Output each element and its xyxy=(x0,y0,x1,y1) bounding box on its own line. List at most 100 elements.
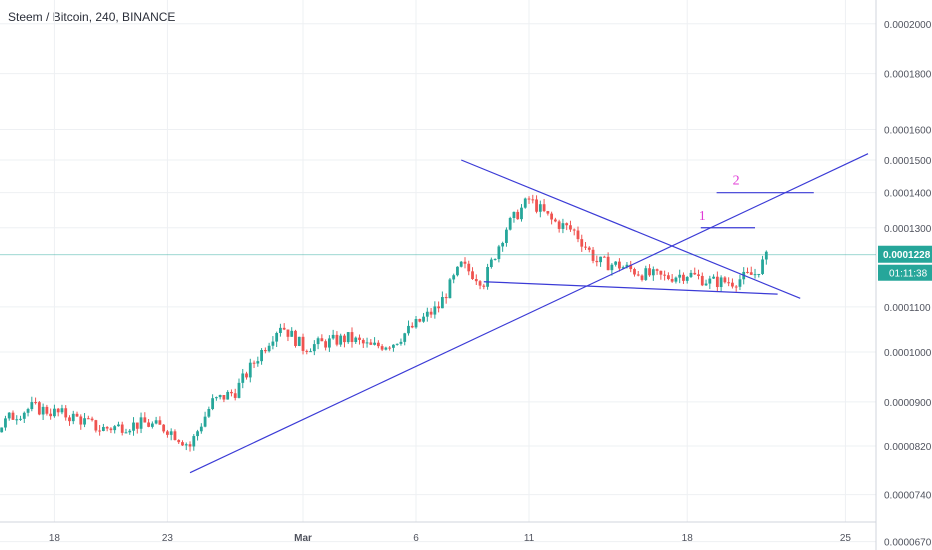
candle-body xyxy=(376,342,380,347)
candle-body xyxy=(105,426,109,429)
candle-body xyxy=(207,409,211,417)
candle-body xyxy=(290,330,294,337)
y-tick-label: 0.0000900 xyxy=(884,398,932,409)
trend-line-falling-resistance[interactable] xyxy=(460,159,801,299)
candle-body xyxy=(196,431,199,437)
candle-body xyxy=(546,211,550,214)
candle-body xyxy=(346,332,350,343)
candle-body xyxy=(561,223,565,229)
candle-body xyxy=(79,416,83,425)
candle-body xyxy=(120,424,124,433)
candle-body xyxy=(757,273,761,275)
candle-body xyxy=(602,256,606,258)
candle-body xyxy=(746,271,749,273)
candle-body xyxy=(591,249,595,261)
candle-body xyxy=(199,426,203,432)
candle-body xyxy=(531,199,535,201)
x-tick-label: 18 xyxy=(682,533,694,544)
candle-body xyxy=(448,279,452,299)
candle-body xyxy=(403,333,407,342)
candle-body xyxy=(414,319,418,328)
candle-body xyxy=(26,409,30,413)
candle-body xyxy=(452,275,456,280)
candle-body xyxy=(218,394,222,398)
candle-body xyxy=(282,327,286,330)
y-tick-label: 0.0002000 xyxy=(884,20,932,31)
candle-body xyxy=(56,408,60,413)
candle-body xyxy=(297,336,301,346)
candle-body xyxy=(188,444,192,447)
x-tick-label: 18 xyxy=(49,533,61,544)
candle-body xyxy=(241,373,245,383)
y-tick-label: 0.0000670 xyxy=(884,538,932,549)
candle-body xyxy=(407,325,410,334)
y-tick-label: 0.0001600 xyxy=(884,125,932,136)
candle-body xyxy=(712,276,715,279)
trend-line-lower-support[interactable] xyxy=(483,281,778,295)
candle-body xyxy=(572,229,576,231)
chart-title: Steem / Bitcoin, 240, BINANCE xyxy=(8,10,176,24)
candle-body xyxy=(203,416,207,427)
candle-body xyxy=(350,332,354,343)
countdown-value: 01:11:38 xyxy=(889,269,928,280)
y-tick-label: 0.0000740 xyxy=(884,491,932,502)
candle-body xyxy=(49,413,53,417)
candle-body xyxy=(682,274,685,281)
candle-body xyxy=(538,204,542,212)
candle-body xyxy=(719,277,723,288)
candle-body xyxy=(143,417,147,423)
y-tick-label: 0.0001500 xyxy=(884,156,932,167)
candle-body xyxy=(267,345,271,352)
candle-body xyxy=(636,274,640,276)
candle-body xyxy=(644,268,648,280)
candle-body xyxy=(365,342,369,344)
candle-body xyxy=(708,278,712,284)
candle-body xyxy=(550,213,554,220)
candle-body xyxy=(569,225,572,230)
candle-body xyxy=(34,402,37,404)
candle-body xyxy=(117,424,120,427)
candle-body xyxy=(633,269,636,275)
candle-body xyxy=(761,259,764,274)
candle-body xyxy=(369,342,373,345)
candle-body xyxy=(674,277,678,282)
candle-body xyxy=(101,426,105,431)
candle-body xyxy=(184,444,188,446)
candle-body xyxy=(388,347,392,349)
last-price-value: 0.0001228 xyxy=(883,250,931,261)
candle-body xyxy=(467,263,471,272)
candle-body xyxy=(263,350,267,352)
candle-body xyxy=(422,316,425,322)
candle-body xyxy=(497,246,501,259)
candle-body xyxy=(135,422,139,429)
trend-line-rising-support[interactable] xyxy=(189,153,869,474)
candle-body xyxy=(211,398,215,410)
candle-body xyxy=(373,342,376,345)
x-tick-label: 25 xyxy=(840,533,852,544)
candle-body xyxy=(301,336,305,351)
candle-body xyxy=(471,271,474,280)
candle-body xyxy=(252,362,256,364)
candle-body xyxy=(697,274,700,276)
candle-body xyxy=(158,420,162,425)
candle-body xyxy=(689,272,693,277)
candle-body xyxy=(312,344,316,352)
candle-body xyxy=(245,373,248,378)
candle-body xyxy=(294,330,297,346)
candle-body xyxy=(71,413,75,422)
candle-body xyxy=(459,261,463,267)
target-label-1: 1 xyxy=(699,209,706,224)
candle-body xyxy=(425,311,429,317)
y-tick-label: 0.0001300 xyxy=(884,224,932,235)
candle-body xyxy=(392,344,395,348)
candle-body xyxy=(520,207,523,220)
candle-body xyxy=(75,413,79,417)
x-tick-label: 6 xyxy=(413,533,419,544)
candle-body xyxy=(655,269,659,271)
candle-body xyxy=(715,276,719,288)
candle-body xyxy=(0,427,4,433)
candle-body xyxy=(275,333,279,342)
candle-body xyxy=(410,325,414,328)
candle-body xyxy=(86,418,90,420)
